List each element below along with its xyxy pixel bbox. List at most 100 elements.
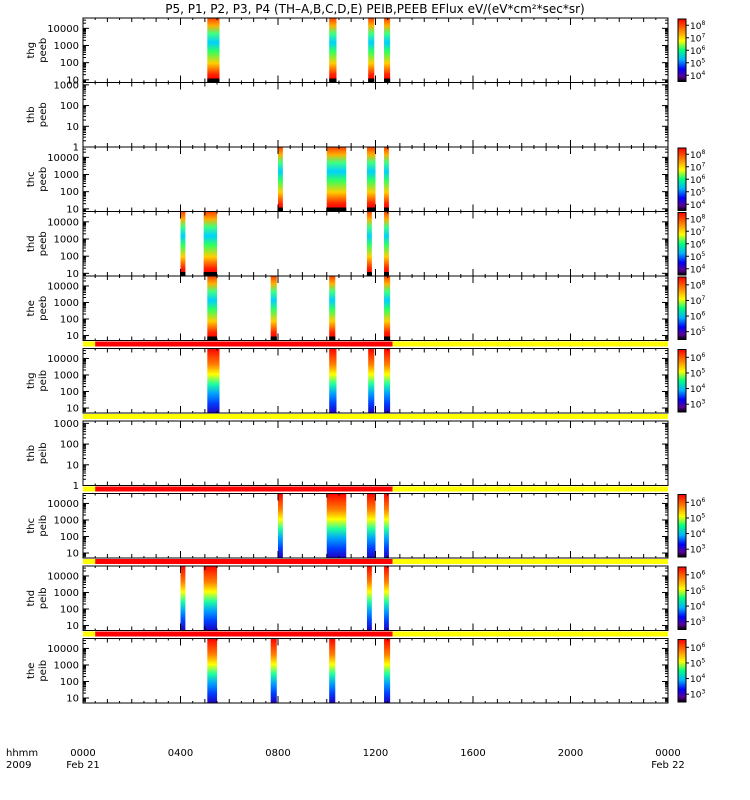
panel-label-8-1: peib (38, 587, 49, 609)
panel-frame-0 (82, 17, 669, 83)
y-tick-label-3-2: 1000 (54, 235, 79, 246)
mode-bar-segment-9-2 (392, 631, 668, 637)
y-tick-label-1-0: 1 (73, 143, 79, 154)
y-tick-label-1-1: 10 (66, 122, 79, 133)
burst-floor-0-0 (207, 78, 220, 83)
colorbar-label-7-3: 106 (690, 497, 705, 509)
colorbar-label-7-2: 105 (690, 512, 705, 524)
colorbar-label-2-4: 108 (690, 149, 705, 161)
burst-9-1 (270, 638, 277, 703)
colorbar-label-3-3: 107 (690, 226, 705, 238)
y-tick-label-0-3: 10000 (47, 24, 79, 35)
panel-label-7-0: thc (26, 518, 37, 534)
burst-floor-2-3 (384, 207, 389, 212)
colorbar-5 (677, 349, 687, 413)
colorbar-label-5-1: 104 (690, 383, 705, 395)
burst-0-3 (384, 18, 391, 83)
burst-3-3 (384, 211, 389, 276)
y-tick-label-4-2: 1000 (54, 298, 79, 309)
colorbar-label-9-1: 104 (690, 673, 705, 685)
x-row-label: hhmm (6, 748, 38, 759)
colorbar-3 (677, 212, 687, 276)
panel-8: 10 100 1000 10000 thd peib 103 104 105 106 (26, 565, 705, 632)
colorbar-label-3-2: 106 (690, 238, 705, 250)
colorbar-label-2-2: 106 (690, 174, 705, 186)
colorbar-label-0-1: 105 (690, 57, 705, 69)
burst-7-2 (366, 493, 376, 558)
y-tick-label-2-1: 100 (60, 187, 79, 198)
y-tick-label-6-2: 100 (60, 440, 79, 451)
y-tick-label-2-2: 1000 (54, 170, 79, 181)
burst-floor-2-0 (278, 207, 283, 212)
burst-floor-4-2 (329, 336, 336, 341)
colorbar-label-8-1: 104 (690, 601, 705, 613)
colorbar-label-4-0: 105 (690, 326, 705, 338)
burst-5-3 (384, 348, 391, 413)
x-tick-label-0: 0000 (70, 748, 95, 759)
y-tick-label-9-3: 10000 (47, 644, 79, 655)
panel-label-2-1: peeb (38, 167, 49, 192)
burst-7-3 (384, 493, 389, 558)
mode-bar-segment-7-1 (95, 486, 393, 492)
mode-bar-segment-7-2 (392, 486, 668, 492)
panel-label-4-0: the (26, 300, 37, 316)
burst-9-3 (384, 638, 391, 703)
x-start-date-label: Feb 21 (66, 760, 100, 771)
x-tick-label-6: 0000 (655, 748, 680, 759)
panel-4: 10 100 1000 10000 the peeb 105 106 107 108 (26, 275, 705, 342)
panel-frame-8 (82, 565, 669, 631)
y-tick-label-7-3: 10000 (47, 499, 79, 510)
colorbar-8 (677, 566, 687, 630)
y-tick-label-5-1: 100 (60, 387, 79, 398)
colorbar-label-9-2: 105 (690, 657, 705, 669)
burst-floor-0-1 (329, 78, 337, 83)
colorbar-label-8-2: 105 (690, 585, 705, 597)
panel-label-7-1: peib (38, 515, 49, 537)
burst-2-0 (278, 147, 283, 212)
y-tick-label-0-1: 100 (60, 58, 79, 69)
burst-0-0 (207, 18, 220, 83)
y-tick-label-4-1: 100 (60, 315, 79, 326)
colorbar-label-5-2: 105 (690, 367, 705, 379)
burst-floor-4-3 (384, 336, 391, 341)
panel-frame-9 (82, 638, 669, 704)
colorbar-label-0-3: 107 (690, 32, 705, 44)
burst-2-2 (366, 147, 376, 212)
panel-frame-4 (82, 275, 669, 341)
panel-label-1-0: thb (26, 106, 37, 123)
panel-frame-6 (82, 420, 669, 486)
burst-floor-3-2 (366, 272, 372, 276)
colorbar-label-7-0: 103 (690, 544, 705, 556)
burst-3-2 (366, 211, 372, 276)
panel-label-4-1: peeb (38, 296, 49, 321)
mode-bar-segment-9-1 (95, 631, 393, 637)
colorbar-label-9-3: 106 (690, 642, 705, 654)
burst-floor-2-1 (326, 207, 347, 212)
y-tick-label-6-3: 1000 (54, 419, 79, 430)
burst-4-3 (384, 276, 391, 341)
y-tick-label-8-0: 10 (66, 621, 79, 632)
burst-floor-0-3 (384, 78, 391, 83)
colorbar-4 (677, 276, 687, 340)
y-tick-label-1-3: 1000 (54, 80, 79, 91)
burst-floor-2-2 (366, 207, 376, 212)
colorbar-label-2-3: 107 (690, 161, 705, 173)
burst-floor-3-3 (384, 272, 389, 276)
colorbar-label-4-2: 107 (690, 295, 705, 307)
panel-frame-1 (82, 82, 669, 148)
y-tick-label-9-0: 10 (66, 694, 79, 705)
panel-label-9-0: the (26, 663, 37, 679)
burst-floor-3-1 (203, 272, 218, 276)
panel-label-1-1: peeb (38, 102, 49, 127)
burst-7-0 (278, 493, 283, 558)
panel-label-6-1: peib (38, 442, 49, 464)
colorbar-label-3-4: 108 (690, 213, 705, 225)
y-tick-label-2-3: 10000 (47, 153, 79, 164)
colorbar-label-2-1: 105 (690, 186, 705, 198)
burst-floor-4-0 (207, 336, 218, 341)
y-tick-label-0-2: 1000 (54, 41, 79, 52)
panel-label-3-1: peeb (38, 231, 49, 256)
panel-5: 10 100 1000 10000 thg peib 103 104 105 106 (26, 348, 705, 415)
